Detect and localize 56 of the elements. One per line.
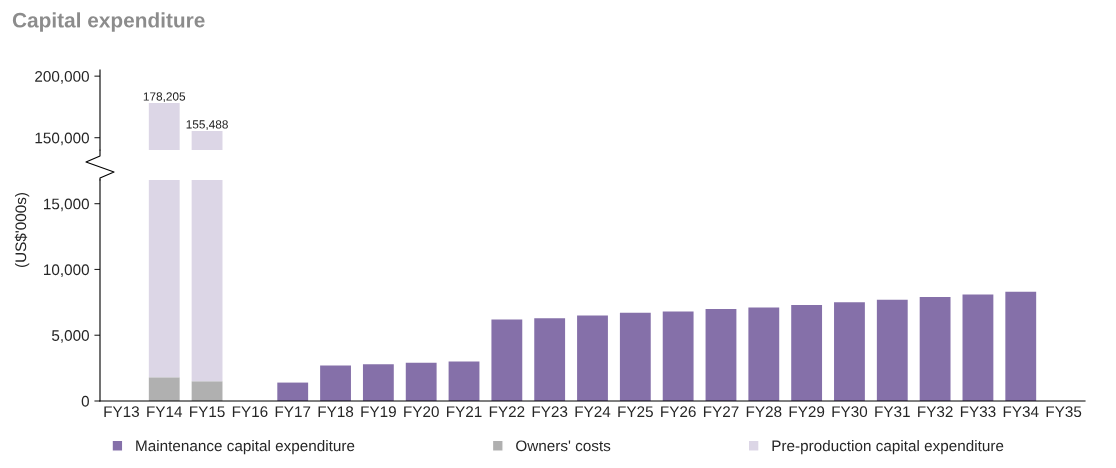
x-tick-label: FY14 — [147, 406, 183, 417]
bar — [191, 381, 223, 401]
x-tick-label: FY23 — [532, 406, 568, 418]
x-tick-label: FY16 — [232, 406, 268, 418]
bar — [876, 299, 908, 401]
bar — [491, 319, 523, 401]
bar — [148, 377, 180, 401]
bar — [662, 311, 694, 401]
bar — [534, 318, 566, 401]
x-tick-label: FY19 — [361, 406, 396, 418]
x-tick-label: FY31 — [875, 406, 910, 418]
bar — [405, 362, 437, 401]
bar — [619, 312, 651, 401]
bar — [962, 294, 994, 401]
x-tick-label: FY15 — [190, 406, 225, 418]
bar — [320, 365, 351, 401]
y-tick-label: 150,000 — [35, 132, 89, 146]
x-tick-label: FY24 — [575, 406, 611, 417]
x-tick-label: FY13 — [104, 406, 139, 418]
x-tick-label: FY20 — [404, 406, 439, 418]
bar — [577, 315, 608, 401]
x-tick-label: FY22 — [489, 406, 525, 417]
x-tick-label: FY28 — [746, 406, 782, 418]
x-tick-label: FY29 — [789, 406, 825, 418]
annotation: 178,205 — [143, 92, 186, 103]
bar — [791, 304, 823, 401]
bar — [705, 308, 737, 401]
x-tick-label: FY27 — [703, 406, 739, 417]
x-tick-label: FY18 — [318, 406, 354, 418]
legend-label: Pre-production capital expenditure — [772, 440, 1004, 455]
x-tick-label: FY33 — [960, 406, 996, 418]
bar — [834, 302, 865, 401]
y-tick-label: 5,000 — [51, 330, 89, 343]
annotation: 155,488 — [186, 120, 228, 130]
bar — [277, 382, 309, 401]
x-tick-label: FY17 — [275, 406, 311, 417]
legend-label: Maintenance capital expenditure — [136, 440, 355, 455]
y-tick-label: 0 — [81, 395, 89, 407]
y-tick-label: 10,000 — [44, 264, 89, 277]
y-axis-title: (US$'000s) — [14, 192, 30, 268]
x-tick-label: FY21 — [447, 406, 482, 417]
bar — [1005, 291, 1037, 401]
legend-label: Owners' costs — [516, 440, 611, 452]
y-tick-label: 15,000 — [44, 198, 89, 212]
bar — [748, 307, 780, 401]
chart-title: Capital expenditure — [12, 12, 205, 32]
x-tick-label: FY34 — [1003, 406, 1039, 418]
x-tick-label: FY26 — [661, 406, 696, 418]
x-tick-label: FY25 — [618, 406, 653, 418]
y-tick-label: 200,000 — [35, 71, 89, 84]
x-tick-label: FY32 — [918, 406, 953, 418]
bar — [919, 297, 951, 401]
x-tick-label: FY35 — [1046, 406, 1082, 418]
bar — [448, 361, 480, 401]
bar — [362, 364, 394, 401]
x-tick-label: FY30 — [832, 406, 868, 418]
